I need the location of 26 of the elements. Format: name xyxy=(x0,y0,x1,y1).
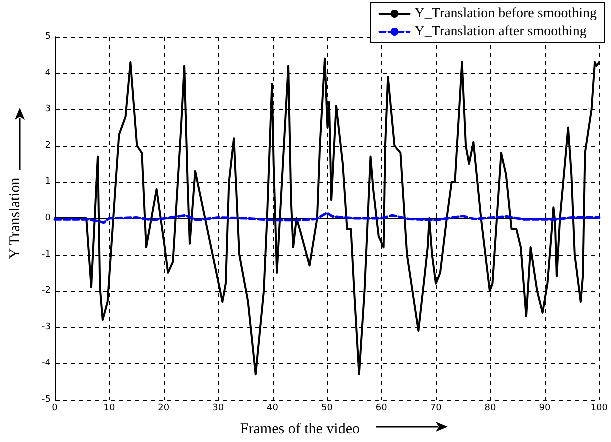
legend-label: Y_Translation before smoothing xyxy=(414,6,598,22)
x-tick-label: 70 xyxy=(430,404,442,414)
x-tick-label: 90 xyxy=(539,404,551,414)
y-tick-label: 2 xyxy=(45,140,51,151)
y-tick-label: -5 xyxy=(42,395,51,405)
y-tick-label: 3 xyxy=(45,104,51,115)
x-tick-label: 0 xyxy=(52,404,58,414)
y-tick-label: 5 xyxy=(45,32,51,42)
y-tick-label: 1 xyxy=(45,177,51,188)
x-tick-label: 80 xyxy=(484,404,497,414)
legend-label: Y_Translation after smoothing xyxy=(414,24,587,40)
y-tick-label: -2 xyxy=(42,286,51,296)
y-tick-label: 4 xyxy=(45,68,52,78)
y-tick-label: -4 xyxy=(42,358,52,369)
x-axis-title: Frames of the video xyxy=(240,422,360,438)
x-tick-label: 10 xyxy=(104,404,116,414)
x-tick-label: 40 xyxy=(267,404,279,414)
y-axis-title: Y Translation xyxy=(8,177,24,260)
y-tick-label: -1 xyxy=(42,250,51,260)
x-tick-label: 20 xyxy=(158,404,170,414)
y-tick-label: 0 xyxy=(45,214,52,224)
x-tick-label: 100 xyxy=(590,404,608,414)
x-tick-label: 60 xyxy=(376,404,388,414)
x-tick-label: 50 xyxy=(321,404,334,414)
x-tick-label: 30 xyxy=(212,404,224,414)
y-tick-label: -3 xyxy=(42,322,51,332)
